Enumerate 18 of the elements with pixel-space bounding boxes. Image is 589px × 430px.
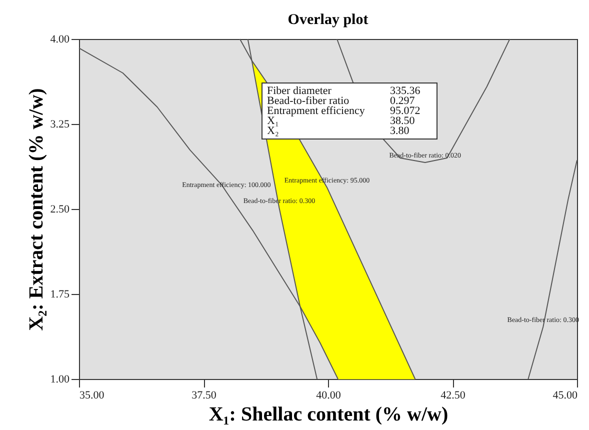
y-tick-label: 3.25 (50, 118, 70, 130)
x-axis-title: X₁: Shellac content (% w/w) (208, 404, 448, 426)
text: X₂ 3.80 (267, 125, 410, 137)
text: Fiber diameter 335.36 (267, 85, 420, 97)
x-tick-label: 45.00 (552, 390, 578, 402)
y-tick-label: 1.00 (50, 374, 70, 386)
text: X₁ 38.50 (267, 115, 415, 127)
text: Entrapment efficiency 95.072 (267, 105, 420, 117)
y-axis-title: X₂: Extract content (% w/w) (25, 88, 48, 331)
x-tick-label: 42.50 (440, 390, 466, 402)
y-tick-label: 4.00 (50, 34, 70, 46)
x-tick-label: 40.00 (316, 390, 342, 402)
y-tick-label: 2.50 (50, 204, 70, 216)
x-tick-label: 37.50 (192, 390, 217, 402)
chart-title: Overlay plot (288, 12, 368, 28)
y-tick-label: 1.75 (50, 288, 70, 300)
text: Bead-to-fiber ratio 0.297 (267, 95, 415, 107)
x-tick-label: 35.00 (80, 390, 105, 402)
